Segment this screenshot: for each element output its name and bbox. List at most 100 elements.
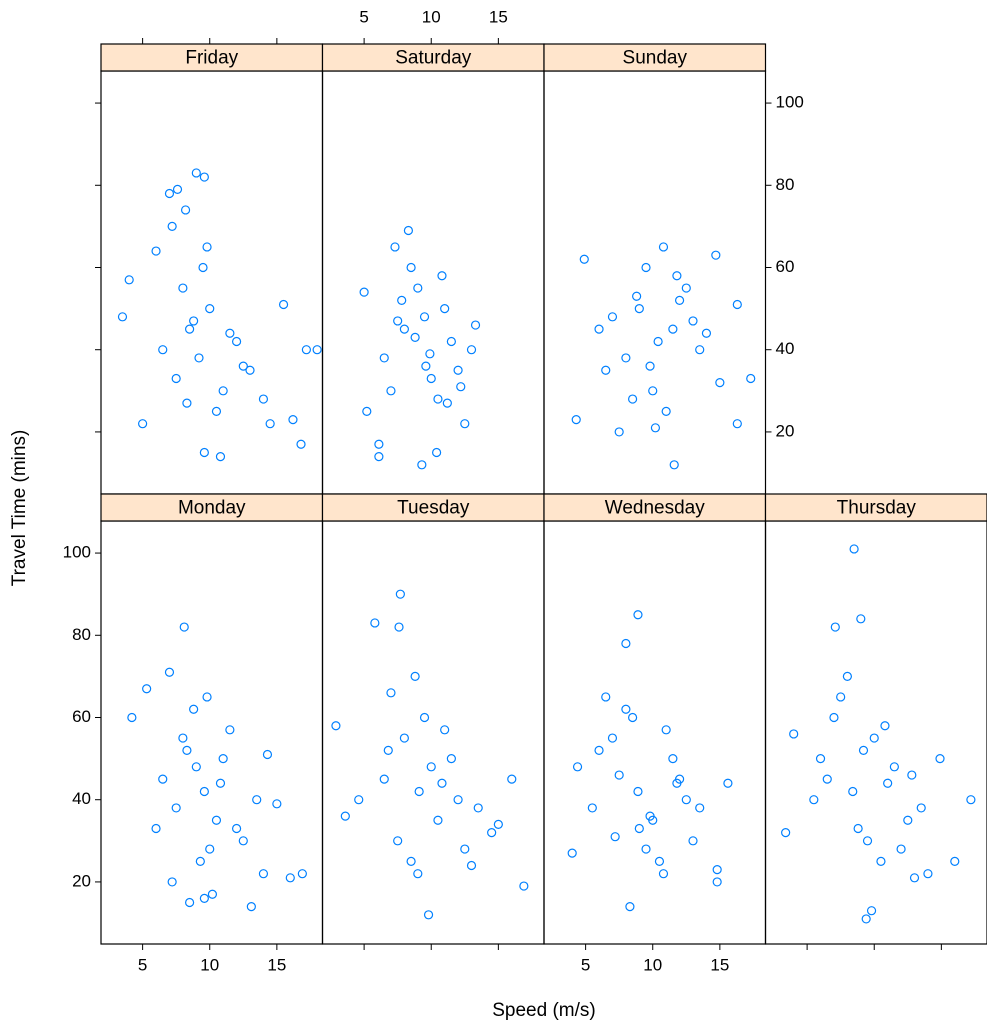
point: [674, 295, 685, 305]
point: [199, 893, 209, 903]
point: [896, 844, 906, 854]
y-tick-label: 100: [63, 543, 91, 562]
point: [909, 873, 920, 883]
point: [453, 795, 463, 805]
point: [849, 544, 859, 554]
point: [607, 312, 618, 322]
point: [393, 316, 403, 326]
point: [413, 869, 423, 879]
point: [413, 283, 423, 293]
point: [633, 610, 643, 620]
point: [856, 614, 866, 624]
point: [903, 815, 913, 825]
point: [935, 754, 945, 764]
point: [668, 754, 678, 764]
point: [218, 386, 228, 396]
point: [211, 406, 222, 416]
point: [246, 901, 256, 912]
point: [312, 345, 322, 355]
y-tick-label: 40: [776, 339, 795, 358]
point: [460, 844, 470, 854]
point: [658, 869, 669, 879]
point: [359, 287, 369, 297]
point: [198, 262, 208, 273]
point: [789, 729, 799, 739]
point: [916, 803, 926, 813]
point: [858, 745, 869, 755]
point: [650, 423, 661, 433]
point: [182, 398, 192, 408]
point: [493, 819, 503, 829]
point: [829, 712, 839, 723]
point: [340, 811, 350, 821]
point: [601, 365, 611, 375]
point: [466, 345, 477, 355]
strip-title: Tuesday: [397, 498, 470, 519]
point: [331, 721, 341, 731]
point: [180, 205, 191, 215]
point: [423, 910, 434, 920]
point: [390, 242, 400, 252]
point: [426, 373, 436, 384]
y-tick-label: 80: [776, 175, 795, 194]
point: [830, 622, 840, 632]
point: [386, 386, 396, 396]
point: [654, 856, 665, 866]
point: [158, 774, 168, 784]
point: [433, 394, 443, 404]
point: [688, 316, 698, 326]
strip: [100, 493, 324, 522]
strip: [321, 493, 545, 522]
point: [205, 844, 215, 854]
point: [211, 815, 222, 825]
point: [238, 836, 248, 846]
point: [695, 345, 705, 355]
point: [648, 386, 658, 396]
point: [370, 618, 380, 628]
x-tick-label: 15: [267, 955, 286, 974]
y-tick-label: 100: [776, 93, 804, 112]
strip-title: Monday: [178, 498, 246, 519]
point: [265, 419, 275, 429]
strip: [764, 493, 987, 522]
point: [621, 704, 631, 714]
x-tick-label: 10: [643, 955, 662, 974]
point: [185, 324, 195, 334]
point: [403, 225, 414, 236]
point: [446, 754, 456, 764]
point: [519, 881, 529, 891]
point: [167, 877, 177, 887]
point: [395, 589, 405, 599]
point: [658, 242, 669, 252]
point: [437, 778, 447, 788]
point: [191, 168, 201, 178]
strip-title: Wednesday: [605, 498, 705, 519]
point: [715, 377, 725, 388]
point: [410, 671, 420, 681]
x-tick-label: 15: [710, 955, 729, 974]
point: [419, 312, 430, 322]
point: [507, 774, 517, 784]
point: [672, 271, 682, 281]
point: [278, 299, 289, 310]
point: [681, 283, 691, 293]
point: [653, 336, 663, 347]
point: [124, 275, 134, 285]
point: [701, 328, 712, 338]
point: [399, 733, 409, 743]
panel: [321, 520, 545, 945]
point: [610, 832, 620, 842]
point: [923, 869, 933, 879]
point: [202, 692, 212, 702]
point: [645, 811, 655, 821]
point: [861, 914, 871, 924]
point: [262, 749, 273, 760]
x-tick-label: 5: [359, 7, 368, 26]
point: [746, 373, 756, 384]
point: [866, 906, 877, 916]
point: [627, 712, 638, 723]
point: [723, 778, 733, 788]
point: [442, 398, 452, 408]
point: [172, 184, 183, 194]
